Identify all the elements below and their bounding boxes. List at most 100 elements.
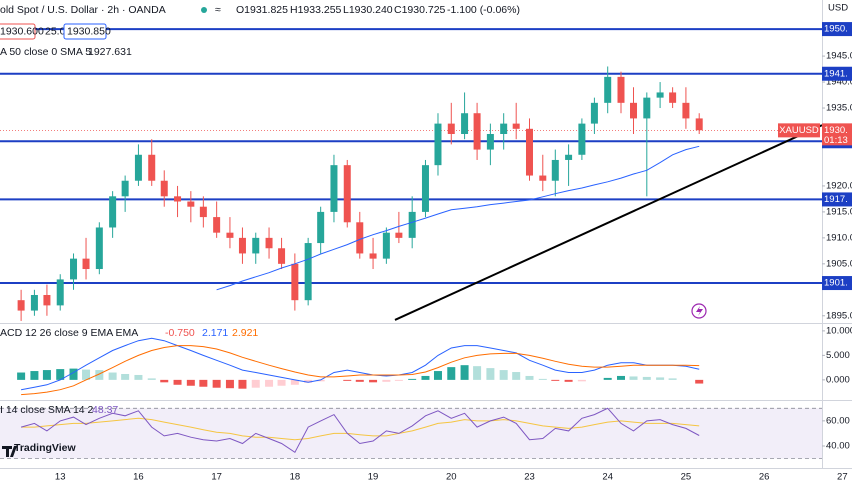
level-price-label: 1901. xyxy=(824,278,848,289)
candle-body xyxy=(408,211,416,238)
rsi-band xyxy=(0,408,822,459)
macd-histogram-bar xyxy=(512,372,521,380)
plot: 1895.01905.01910.01915.01920.01935.01940… xyxy=(0,22,852,483)
macd-histogram-bar xyxy=(538,378,547,380)
ohlc-close: C1930.725 xyxy=(394,4,446,16)
macd-histogram-bar xyxy=(551,379,560,381)
sma-legend: A 50 close 0 SMA 5 xyxy=(0,46,91,58)
signal-line xyxy=(21,345,700,396)
macd-histogram-bar xyxy=(304,379,313,383)
candle-body xyxy=(473,113,481,150)
y-tick-label: 1895.0 xyxy=(826,310,852,321)
macd-histogram-bar xyxy=(343,379,352,381)
macd-histogram-bar xyxy=(251,379,260,388)
candle-body xyxy=(109,196,117,228)
macd-line xyxy=(21,337,700,391)
x-tick-label: 20 xyxy=(446,472,457,483)
brand-logo xyxy=(2,446,17,457)
ohlc-change: -1.100 (-0.06%) xyxy=(447,4,520,16)
icon: ≈ xyxy=(215,4,221,16)
buy-button[interactable] xyxy=(63,23,107,40)
indicator-value: 2.921 xyxy=(232,327,258,339)
candle-body xyxy=(447,123,455,134)
macd-histogram-bar xyxy=(460,365,469,380)
macd-histogram-bar xyxy=(186,379,195,386)
candle-body xyxy=(656,92,664,98)
sell-price[interactable]: 1930.600 xyxy=(0,25,44,37)
candle-body xyxy=(148,154,156,181)
macd-histogram-bar xyxy=(603,377,612,380)
candle-body xyxy=(382,232,390,259)
y-tick-label: 1940.0 xyxy=(826,77,852,88)
macd-histogram-bar xyxy=(668,378,677,380)
alert-icon[interactable] xyxy=(691,303,707,319)
x-tick-label: 16 xyxy=(133,472,144,483)
y-tick-label: 60.00 xyxy=(826,415,850,426)
y-tick-label: 0.000 xyxy=(826,374,850,385)
x-tick-label: 17 xyxy=(211,472,222,483)
level-price-box xyxy=(822,22,852,37)
macd-histogram-bar xyxy=(17,372,26,380)
candle-body xyxy=(134,154,142,181)
macd-histogram-bar xyxy=(95,370,104,380)
indicator-value: 48.37 xyxy=(92,404,118,416)
buy-price[interactable]: 1930.850 xyxy=(67,25,111,37)
current-price-box xyxy=(822,123,852,146)
overlay: old Spot / U.S. Dollar · 2h · OANDA ≈ O1… xyxy=(0,3,848,457)
macd-histogram-bar xyxy=(121,373,130,380)
current-price-label: 1930. xyxy=(824,125,848,136)
y-tick-label: 1915.0 xyxy=(826,206,852,217)
sell-button[interactable] xyxy=(0,23,36,40)
macd-histogram-bar xyxy=(225,379,234,389)
macd-histogram-bar xyxy=(147,378,156,380)
y-tick-label: 40.00 xyxy=(826,441,850,452)
macd-histogram-bar xyxy=(160,379,169,383)
ohlc-open: O1931.825 xyxy=(236,4,288,16)
macd-histogram-bar xyxy=(382,379,391,382)
candle-body xyxy=(356,222,364,254)
ohlc-low: L1930.240 xyxy=(343,4,393,16)
macd-histogram-bar xyxy=(433,371,442,380)
candle-body xyxy=(238,237,246,254)
candle-body xyxy=(551,159,559,181)
macd-histogram-bar xyxy=(212,379,221,388)
macd-histogram-bar xyxy=(134,374,143,380)
candle-body xyxy=(682,102,690,119)
candle-body xyxy=(199,206,207,218)
level-price-label: 1950. xyxy=(824,24,848,35)
candle-body xyxy=(617,76,625,103)
candle-body xyxy=(669,92,677,103)
macd-histogram-bar xyxy=(277,379,286,386)
countdown: 01:13 xyxy=(824,135,848,146)
candle-body xyxy=(590,102,598,124)
symbol-tag-label: XAUUSD xyxy=(779,125,819,136)
macd-histogram-bar xyxy=(421,375,430,380)
macd-histogram-bar xyxy=(473,366,482,380)
x-tick-label: 26 xyxy=(759,472,770,483)
candle-body xyxy=(395,232,403,238)
x-tick-label: 13 xyxy=(55,472,66,483)
y-tick-label: 1945.0 xyxy=(826,51,852,62)
macd-histogram-bar xyxy=(642,376,651,380)
macd-histogram-bar xyxy=(355,379,364,382)
candle-body xyxy=(121,180,129,197)
macd-histogram-bar xyxy=(316,379,325,382)
macd-histogram-bar xyxy=(695,379,704,384)
y-tick-label: 1920.0 xyxy=(826,180,852,191)
macd-histogram-bar xyxy=(56,369,65,380)
candle-body xyxy=(213,217,221,233)
indicator-title: I 14 close SMA 14 2 xyxy=(0,404,94,416)
candle-body xyxy=(421,165,429,212)
brand: TradingView xyxy=(14,442,76,454)
candle-body xyxy=(539,175,547,181)
trend-line xyxy=(394,124,823,321)
sma-line xyxy=(216,145,700,291)
rsi-sma-line xyxy=(21,417,700,441)
candle-body xyxy=(43,294,51,306)
x-tick-label: 23 xyxy=(524,472,535,483)
candle-body xyxy=(278,248,286,264)
macd-histogram-bar xyxy=(369,379,378,383)
indicator-value: 2.171 xyxy=(202,327,228,339)
candle-body xyxy=(486,133,494,150)
